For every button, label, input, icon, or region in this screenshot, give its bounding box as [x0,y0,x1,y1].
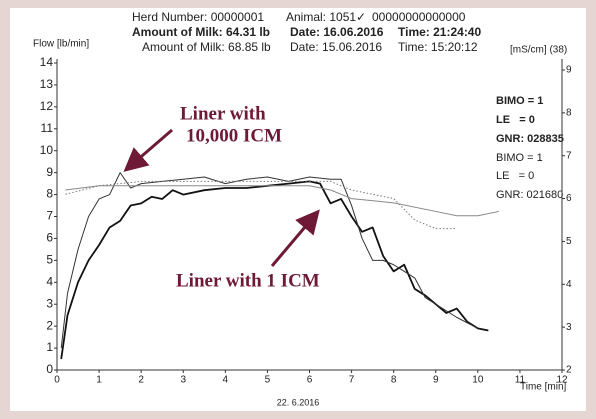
current-time: Time: 21:24:40 [398,25,481,39]
x-tick-label: 2 [138,375,144,386]
y-tick-label: 7 [46,209,53,223]
y2-tick-label: 4 [566,279,572,290]
y2-tick-label: 5 [566,236,572,247]
annotation: Liner with [180,103,266,124]
x-tick-label: 8 [391,375,397,386]
y2-axis-label: [mS/cm] (38) [510,45,567,56]
current-milk: Amount of Milk: 64.31 lb [132,25,270,39]
y-tick-label: 2 [46,318,53,332]
info-text: LE = 0 [496,114,535,126]
previous-time: Time: 15:20:12 [398,40,478,54]
info-text: GNR: 021680 [496,189,563,201]
info-text: LE = 0 [496,170,534,182]
series-line [60,172,479,349]
paper [10,8,586,411]
y-tick-label: 0 [46,362,53,376]
header-text: Animal: 1051✓ [286,10,366,24]
y-tick-label: 10 [40,143,54,157]
previous-milk: Amount of Milk: 68.85 lb [142,40,271,54]
annotation: 10,000 ICM [186,125,282,146]
annotation: Liner with 1 ICM [176,270,320,291]
info-text: BIMO = 1 [496,152,543,164]
y2-tick-label: 3 [566,322,572,333]
info-text: BIMO = 1 [496,95,543,107]
x-axis-label: Time [min] [520,382,567,393]
y2-tick-label: 6 [566,193,572,204]
series-line [65,185,499,217]
info-text: GNR: 028835 [496,133,564,145]
x-tick-label: 5 [265,375,271,386]
y-tick-label: 4 [46,274,53,288]
y-tick-label: 14 [40,55,54,69]
y-tick-label: 1 [46,340,53,354]
series-line [60,180,489,360]
x-tick-label: 10 [472,375,484,386]
x-tick-label: 11 [515,375,526,386]
y2-tick-label: 7 [566,150,572,161]
x-tick-label: 9 [433,375,439,386]
y-tick-label: 12 [40,99,54,113]
x-tick-label: 7 [349,375,355,386]
series-line [65,180,457,230]
header-text: Herd Number: 00000001 [132,10,264,24]
x-tick-label: 0 [54,375,60,386]
arrow [123,128,173,172]
y-tick-label: 5 [46,253,53,267]
footer: 22. 6.2016 [277,397,320,407]
arrow [270,209,320,267]
y-tick-label: 13 [40,77,54,91]
y-tick-label: 11 [41,121,54,135]
previous-date: Date: 15.06.2016 [290,40,382,54]
y-tick-label: 8 [46,187,53,201]
x-tick-label: 6 [307,375,313,386]
x-tick-label: 1 [96,375,102,386]
x-tick-label: 12 [556,375,568,386]
y2-tick-label: 8 [566,107,572,118]
y-tick-label: 6 [46,231,53,245]
x-tick-label: 4 [223,375,229,386]
y-tick-label: 3 [46,296,53,310]
y2-tick-label: 2 [566,365,572,376]
x-tick-label: 3 [180,375,186,386]
y-tick-label: 9 [46,165,53,179]
current-date: Date: 16.06.2016 [290,25,384,39]
y-axis-label: Flow [lb/min] [33,39,89,50]
y2-tick-label: 9 [566,65,572,76]
header-text: 00000000000000 [372,10,466,24]
